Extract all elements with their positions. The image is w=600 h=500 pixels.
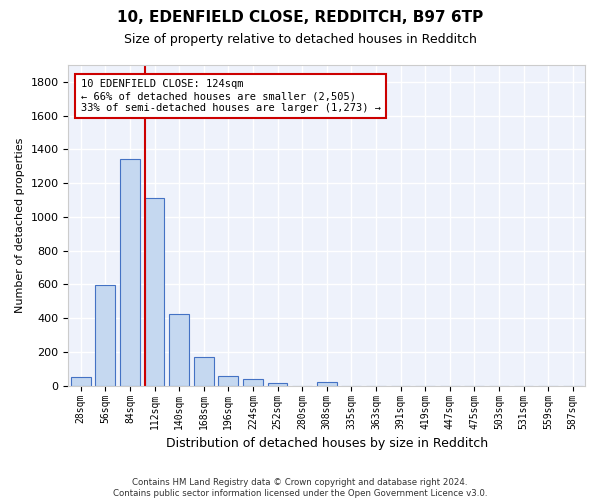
Text: 10 EDENFIELD CLOSE: 124sqm
← 66% of detached houses are smaller (2,505)
33% of s: 10 EDENFIELD CLOSE: 124sqm ← 66% of deta… [81,80,381,112]
Bar [169,314,189,386]
Bar [268,383,287,386]
Bar [218,376,238,386]
Text: Size of property relative to detached houses in Redditch: Size of property relative to detached ho… [124,32,476,46]
Bar [71,378,91,386]
Y-axis label: Number of detached properties: Number of detached properties [15,138,25,313]
Bar [120,158,140,386]
Text: Contains HM Land Registry data © Crown copyright and database right 2024.
Contai: Contains HM Land Registry data © Crown c… [113,478,487,498]
Bar [243,379,263,386]
Bar [145,198,164,386]
X-axis label: Distribution of detached houses by size in Redditch: Distribution of detached houses by size … [166,437,488,450]
Bar [317,382,337,386]
Text: 10, EDENFIELD CLOSE, REDDITCH, B97 6TP: 10, EDENFIELD CLOSE, REDDITCH, B97 6TP [117,10,483,25]
Bar [194,357,214,386]
Bar [95,286,115,386]
